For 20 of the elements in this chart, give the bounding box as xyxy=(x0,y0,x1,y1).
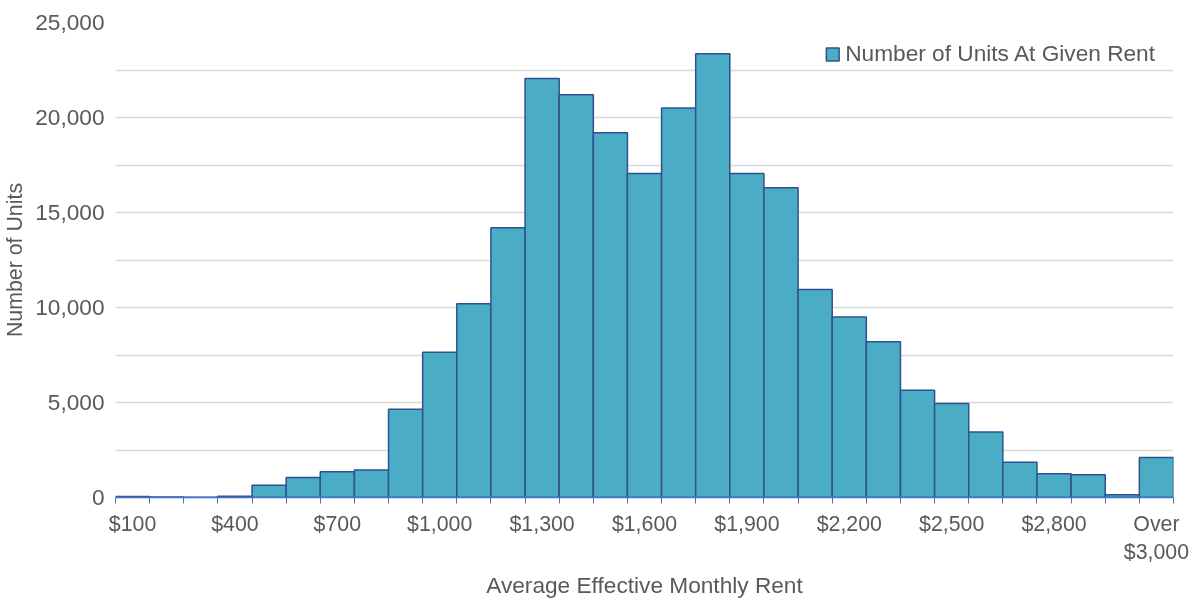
x-tick-label: $100 xyxy=(108,511,157,536)
y-tick-label: 25,000 xyxy=(35,9,105,35)
legend-label: Number of Units At Given Rent xyxy=(845,40,1155,67)
x-tick-label: $400 xyxy=(211,511,259,536)
x-tick-label: $2,500 xyxy=(919,511,985,536)
x-tick-label: $1,300 xyxy=(509,511,575,536)
x-tick-label: $2,800 xyxy=(1021,511,1087,536)
y-tick-label: 15,000 xyxy=(35,199,105,225)
x-tick-label: $2,200 xyxy=(816,511,883,536)
x-tick-label: $1,900 xyxy=(714,511,780,536)
y-tick-label: 5,000 xyxy=(47,389,105,415)
x-tick-label: $1,000 xyxy=(407,511,473,536)
x-tick-label: $700 xyxy=(313,511,362,536)
x-tick-label: $1,600 xyxy=(611,511,678,536)
y-tick-label: 10,000 xyxy=(35,294,105,320)
x-tick-label: Over $3,000 xyxy=(1123,511,1190,565)
y-tick-label: 0 xyxy=(91,484,105,510)
x-axis-title: Average Effective Monthly Rent xyxy=(486,572,804,599)
y-axis-title: Number of Units xyxy=(3,182,28,338)
y-tick-label: 20,000 xyxy=(35,104,105,130)
